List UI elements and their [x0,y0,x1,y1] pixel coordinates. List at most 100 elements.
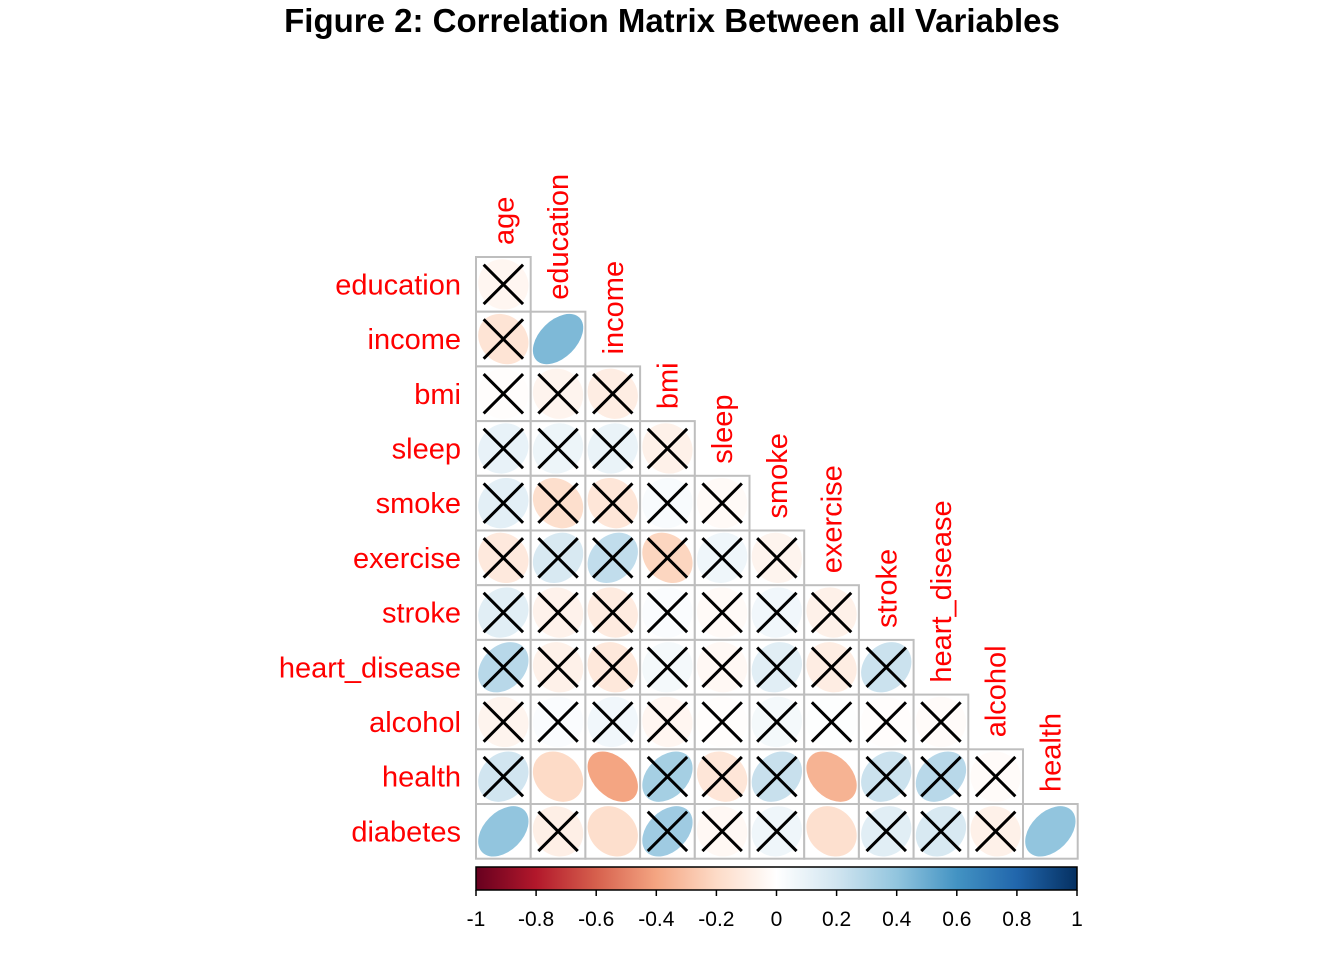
insignificant-cross-icon [865,810,908,853]
insignificant-cross-icon [974,755,1017,798]
cell-diabetes-sleep [693,803,751,860]
cell-education-age [475,256,532,313]
cell-diabetes-heart-disease [912,803,970,860]
insignificant-cross-icon [865,701,908,743]
cell-heart-disease-sleep [693,638,751,696]
cell-smoke-sleep [693,474,751,532]
insignificant-cross-icon [537,810,579,853]
cell-sleep-bmi [639,420,696,477]
insignificant-cross-icon [756,591,798,634]
cell-sleep-age [475,420,532,477]
insignificant-cross-icon [591,701,634,743]
insignificant-cross-icon [646,427,689,470]
insignificant-cross-icon [482,482,525,524]
column-label-stroke: stroke [871,549,903,628]
cell-health-exercise [803,748,860,805]
cell-heart-disease-age [475,638,532,696]
cell-health-education [529,748,587,805]
cell-alcohol-education [529,693,587,751]
cell-sleep-education [529,420,587,477]
cell-health-age [475,748,532,805]
cell-diabetes-smoke [748,803,806,860]
insignificant-cross-icon [810,591,853,634]
insignificant-cross-icon [756,810,798,853]
cell-heart-disease-exercise [803,638,860,696]
insignificant-cross-icon [482,755,525,798]
insignificant-cross-icon [482,591,525,634]
cell-exercise-bmi [639,529,696,587]
correlation-ellipse [532,313,584,365]
insignificant-cross-icon [646,701,689,743]
insignificant-cross-icon [756,537,798,579]
cell-income-education [529,310,587,368]
cell-stroke-sleep [693,584,751,641]
cell-heart-disease-smoke [748,638,806,696]
cell-exercise-age [475,529,532,587]
insignificant-cross-icon [537,482,579,524]
insignificant-cross-icon [701,755,743,798]
row-label-alcohol: alcohol [369,707,461,739]
cell-heart-disease-stroke [857,638,915,696]
row-label-income: income [368,324,462,356]
cell-bmi-income [584,365,642,423]
cell-health-heart-disease [912,748,970,805]
insignificant-cross-icon [537,427,579,470]
insignificant-cross-icon [646,646,689,689]
column-label-smoke: smoke [762,433,794,518]
row-label-sleep: sleep [392,433,461,465]
legend-tick-label: 0.4 [882,908,912,931]
correlation-ellipse [587,751,638,802]
color-legend-bar [475,866,1078,891]
row-label-diabetes: diabetes [351,816,461,848]
insignificant-cross-icon [537,591,579,634]
insignificant-cross-icon [646,482,689,524]
legend-tick-label: 0.6 [942,908,971,931]
cell-heart-disease-income [584,638,642,696]
insignificant-cross-icon [482,646,525,689]
insignificant-cross-icon [482,263,525,306]
cell-stroke-exercise [803,584,860,641]
cell-health-stroke [857,748,915,805]
row-label-bmi: bmi [414,379,461,411]
cell-exercise-income [584,529,642,587]
cell-smoke-education [529,474,587,532]
legend-tick-label: -0.8 [518,908,554,931]
row-label-stroke: stroke [382,598,461,630]
cell-diabetes-exercise [803,803,860,860]
cell-alcohol-income [584,693,642,751]
cell-health-alcohol [967,748,1024,805]
cell-stroke-education [529,584,587,641]
row-label-heart-disease: heart_disease [279,652,461,684]
color-legend: -1 -0.8 -0.6 -0.4 -0.2 0 0.2 0.4 0.6 0.8 1 [467,866,1083,931]
insignificant-cross-icon [591,646,634,689]
cell-diabetes-education [529,803,587,860]
insignificant-cross-icon [537,537,579,579]
legend-tick-label: 1 [1071,908,1083,931]
column-label-income: income [598,261,630,355]
insignificant-cross-icon [810,646,853,689]
row-label-exercise: exercise [353,543,461,575]
insignificant-cross-icon [537,646,579,689]
cell-alcohol-smoke [748,693,806,751]
row-label-education: education [335,269,461,301]
legend-tick-label: -0.6 [578,908,614,931]
insignificant-cross-icon [974,810,1017,853]
insignificant-cross-icon [810,701,853,743]
cell-diabetes-stroke [857,803,915,860]
column-label-alcohol: alcohol [981,645,1013,737]
cell-alcohol-age [475,693,532,751]
cell-diabetes-bmi [639,803,696,860]
correlation-ellipse [806,751,857,802]
insignificant-cross-icon [756,701,798,743]
chart-title: Figure 2: Correlation Matrix Between all… [284,2,1060,39]
column-label-sleep: sleep [707,394,739,463]
insignificant-cross-icon [701,810,743,853]
insignificant-cross-icon [482,537,525,579]
cell-alcohol-stroke [857,693,915,751]
insignificant-cross-icon [482,372,525,415]
row-label-smoke: smoke [376,488,461,520]
column-label-education: education [543,174,575,300]
insignificant-cross-icon [537,701,579,743]
cell-exercise-education [529,529,587,587]
